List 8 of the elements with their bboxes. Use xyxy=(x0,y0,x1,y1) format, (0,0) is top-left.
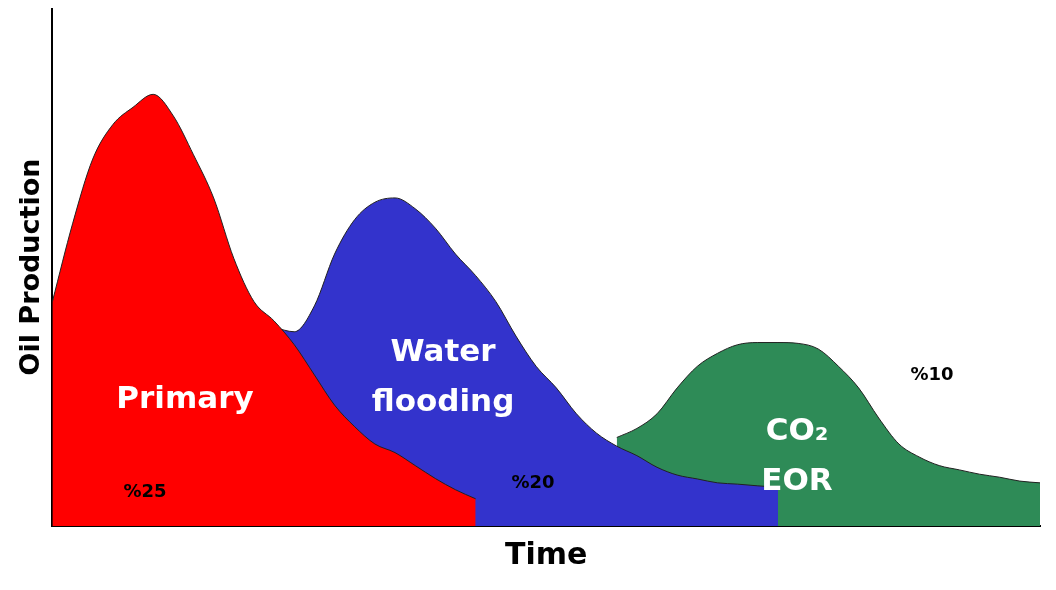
annotation: %25 xyxy=(123,479,167,501)
y-axis-title: Oil Production xyxy=(14,158,46,376)
annotation: %10 xyxy=(910,362,954,384)
series-label: Water flooding xyxy=(371,332,515,419)
series-label: CO₂ EOR xyxy=(761,411,833,498)
series-label: Primary xyxy=(116,379,254,416)
annotation: %20 xyxy=(511,470,555,492)
x-axis-title: Time xyxy=(505,535,588,571)
